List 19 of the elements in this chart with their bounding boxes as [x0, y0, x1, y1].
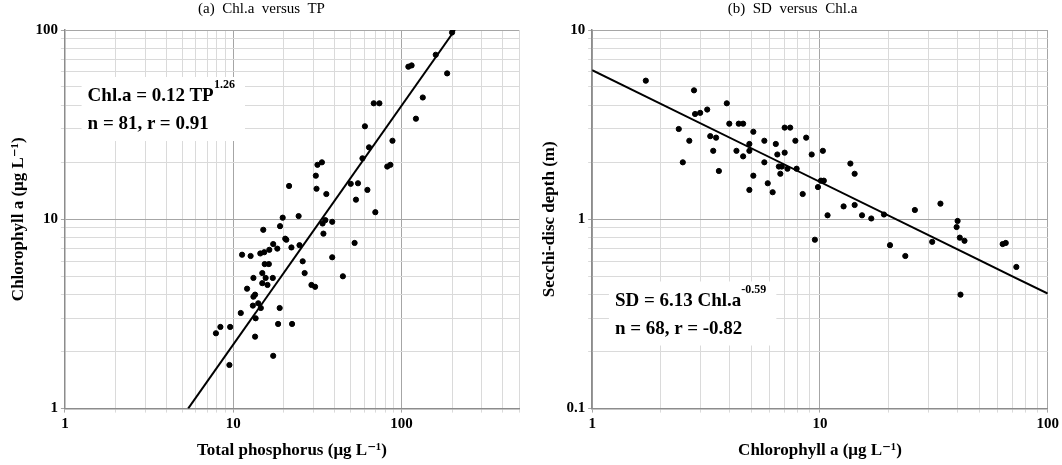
y-tick-label: 100 [35, 20, 58, 37]
y-axis-title: Chlorophyll a (μg L⁻¹) [7, 137, 27, 302]
y-axis-title: Secchi-disc depth (m) [538, 141, 558, 298]
x-axis-title: Total phosphorus (μg L⁻¹) [197, 440, 387, 460]
chart-title: (b) SD versus Chl.a [727, 0, 858, 17]
y-tick-label: 10 [42, 210, 58, 227]
y-tick-label: 10 [570, 20, 586, 37]
x-tick-label: 10 [225, 415, 241, 432]
chart-title: (a) Chl.a versus TP [198, 0, 325, 17]
y-tick-label: 0.1 [566, 399, 586, 416]
y-tick-label: 1 [577, 210, 586, 227]
annotation: n = 81, r = 0.91 [87, 112, 209, 134]
x-axis-title: Chlorophyll a (μg L⁻¹) [738, 440, 902, 460]
annotation: n = 68, r = -0.82 [614, 316, 743, 338]
x-tick-label: 100 [390, 415, 413, 432]
x-tick-label: 100 [1036, 415, 1059, 432]
x-tick-label: 10 [812, 415, 828, 432]
y-tick-label: 1 [50, 399, 58, 416]
x-tick-label: 1 [61, 415, 69, 432]
